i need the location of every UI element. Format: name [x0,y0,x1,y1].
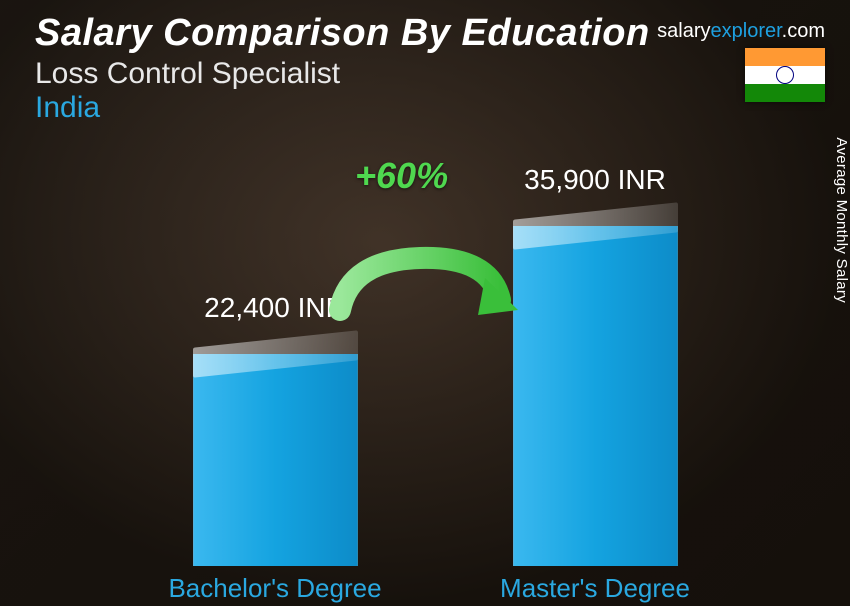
job-title: Loss Control Specialist [35,57,650,91]
brand-logo: salaryexplorer.com [657,20,825,43]
country-name: India [35,91,650,125]
brand-text-2: explorer [711,20,782,42]
header: Salary Comparison By Education Loss Cont… [35,12,650,125]
bar-chart: +60% 22,400 INR Bachelor's Degree 35,900… [0,146,850,606]
country-flag-icon [745,48,825,102]
brand-text-1: salary [657,20,710,42]
y-axis-label: Average Monthly Salary [834,137,850,303]
page-title: Salary Comparison By Education [35,12,650,55]
brand-text-3: .com [782,20,825,42]
percent-increase-badge: +60% [355,155,448,197]
